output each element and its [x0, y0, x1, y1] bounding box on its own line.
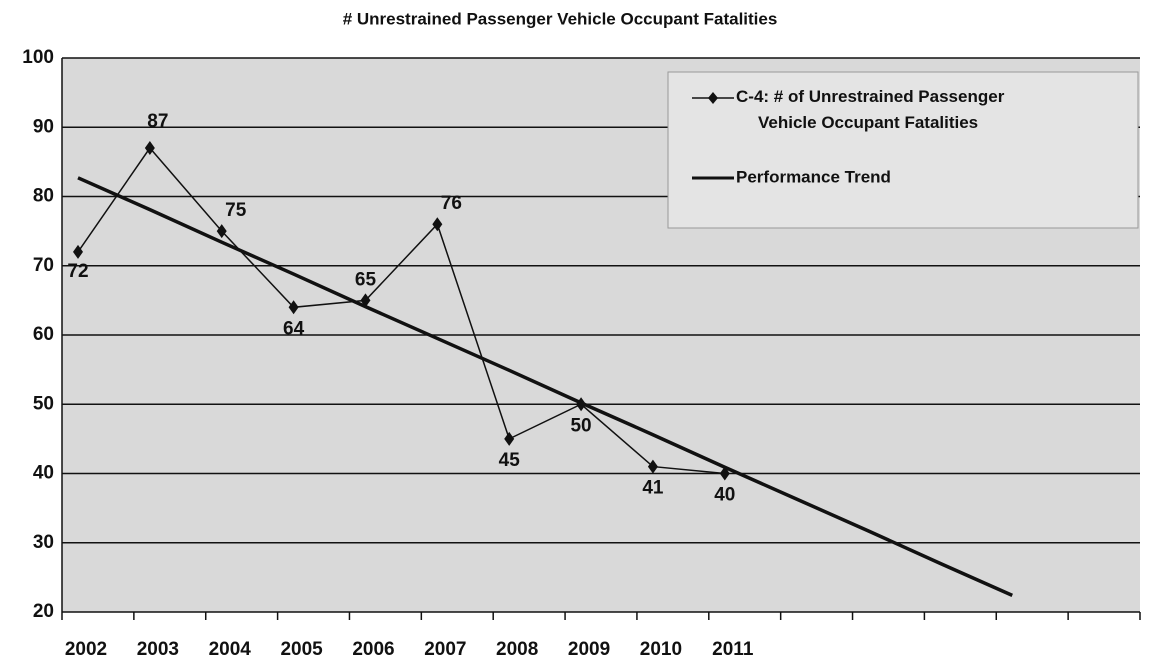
data-label: 87 [147, 111, 168, 132]
marker [73, 244, 83, 259]
legend-text: Performance Trend [736, 167, 891, 186]
y-tick-label: 80 [33, 186, 54, 207]
x-tick-label: 2007 [424, 639, 466, 660]
marker [288, 300, 299, 315]
legend-text: C-4: # of Unrestrained Passenger Vehicle … [736, 87, 1005, 132]
data-label: 45 [499, 450, 521, 471]
x-tick-label: 2004 [209, 639, 252, 660]
data-label: 50 [570, 415, 591, 436]
legend-line-2: Vehicle Occupant Fatalities [758, 113, 978, 132]
marker [144, 141, 155, 156]
x-tick-label: 2006 [352, 639, 394, 660]
y-tick-label: 50 [33, 393, 54, 414]
x-tick-label: 2003 [137, 639, 179, 660]
data-label: 76 [441, 193, 462, 214]
x-tick-label: 2008 [496, 639, 538, 660]
x-tick-label: 2011 [712, 639, 754, 660]
legend-marker [708, 92, 718, 104]
marker [647, 459, 658, 474]
y-tick-label: 40 [33, 463, 54, 484]
data-label: 65 [355, 269, 377, 290]
y-tick-label: 20 [33, 601, 54, 622]
data-label: 75 [225, 200, 247, 221]
series-line [77, 176, 1013, 597]
x-tick-label: 2005 [280, 639, 323, 660]
data-label: 40 [714, 485, 735, 506]
y-tick-label: 70 [33, 255, 54, 276]
marker [504, 431, 515, 446]
y-tick-label: 30 [33, 532, 54, 553]
legend-box [667, 71, 1139, 229]
y-tick-label: 90 [33, 116, 54, 137]
x-tick-label: 2002 [65, 639, 107, 660]
marker [216, 224, 227, 239]
y-tick-label: 60 [33, 324, 54, 345]
data-label: 72 [67, 261, 88, 282]
y-tick-label: 100 [22, 47, 54, 68]
data-label: 41 [642, 478, 664, 499]
x-tick-label: 2010 [640, 639, 682, 660]
x-tick-label: 2009 [568, 639, 610, 660]
series-line [77, 146, 725, 475]
marker [432, 217, 443, 232]
data-label: 64 [283, 318, 305, 339]
chart-title: # Unrestrained Passenger Vehicle Occupan… [343, 9, 778, 28]
legend-line-1: C-4: # of Unrestrained Passenger [736, 87, 1005, 106]
